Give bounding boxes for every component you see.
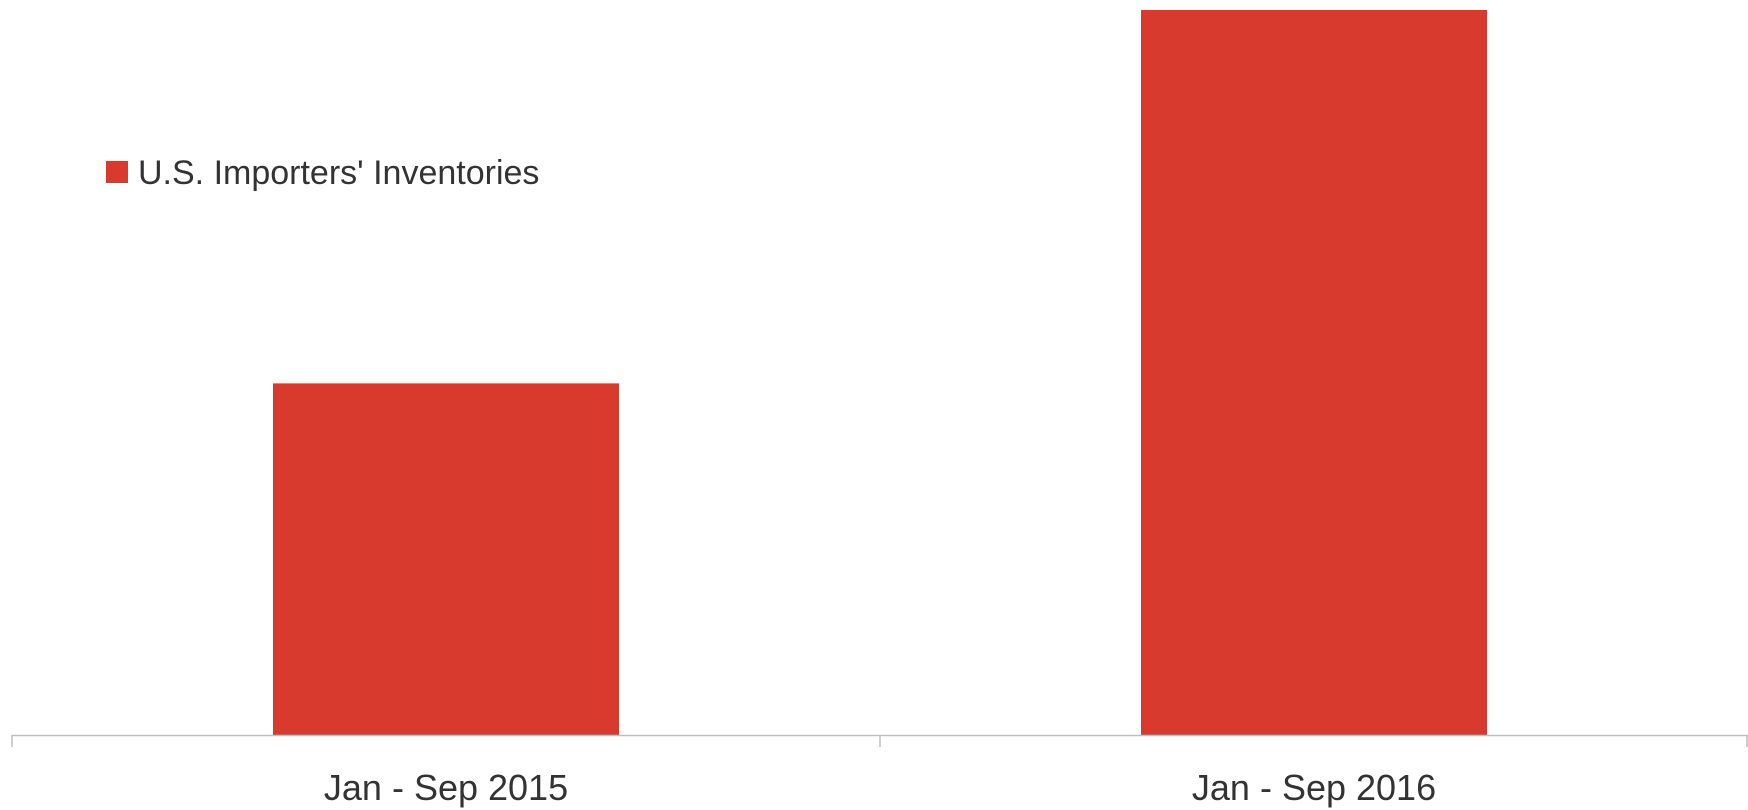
bar (273, 383, 619, 735)
bars-layer (273, 10, 1487, 735)
x-tick-label: Jan - Sep 2015 (324, 767, 568, 808)
x-axis-ticks (11, 735, 1748, 747)
legend-label: U.S. Importers' Inventories (138, 154, 539, 192)
x-tick-label: Jan - Sep 2016 (1192, 767, 1436, 808)
legend-swatch (106, 161, 128, 183)
x-axis-labels: Jan - Sep 2015 Jan - Sep 2016 (324, 767, 1436, 808)
legend: U.S. Importers' Inventories (106, 154, 539, 192)
bar (1141, 10, 1487, 735)
